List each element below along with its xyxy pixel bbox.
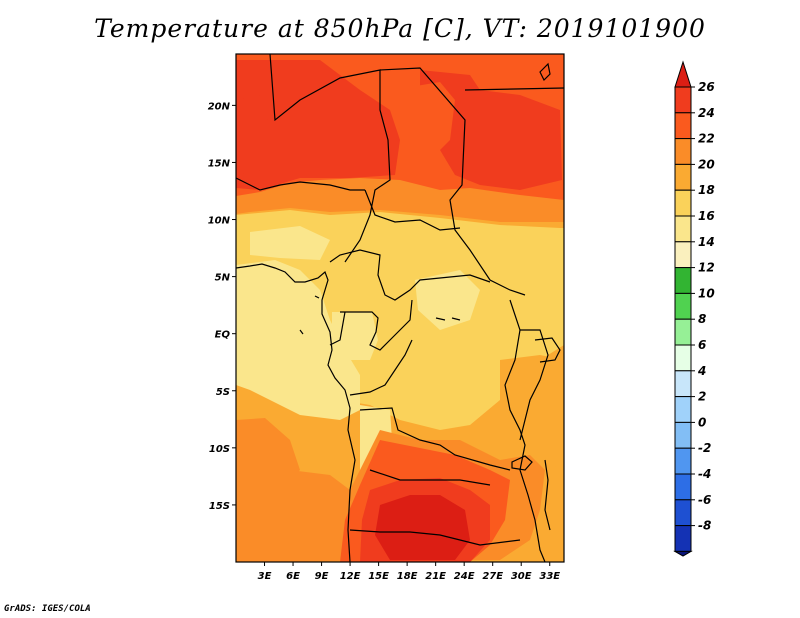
- colorbar-box: [674, 525, 692, 552]
- y-tick-label: 10N: [208, 216, 231, 227]
- country-borders: [236, 54, 564, 562]
- colorbar-label: 4: [697, 364, 706, 378]
- field-north-24-gap: [392, 82, 455, 160]
- y-axis: 20N 15N 10N 5N EQ 5S 10S 15S: [208, 101, 236, 512]
- y-tick-label: 15S: [209, 501, 230, 512]
- y-tick-label: 5S: [216, 387, 230, 398]
- field-east-africa-20: [500, 355, 564, 470]
- x-tick-label: 27E: [482, 571, 503, 582]
- colorbar-box: [674, 163, 692, 191]
- field-congo-16: [415, 270, 480, 330]
- y-tick-label: EQ: [215, 330, 231, 341]
- x-tick-label: 30E: [511, 571, 532, 582]
- colorbar-box: [674, 215, 692, 243]
- field-cameroon-16: [332, 312, 378, 360]
- colorbar-box: [674, 189, 692, 217]
- x-tick-label: 12E: [340, 571, 361, 582]
- x-tick-label: 9E: [315, 571, 329, 582]
- map-frame: [235, 53, 565, 563]
- colorbar-box: [674, 344, 692, 372]
- colorbar-box: [674, 447, 692, 475]
- colorbar-label: 0: [698, 415, 706, 429]
- colorbar-label: 10: [698, 286, 715, 300]
- colorbar-label: -6: [698, 493, 711, 507]
- x-axis: 3E 6E 9E 12E 15E 18E 21E 24E 27E 30E 33E: [258, 562, 560, 582]
- colorbar-box: [674, 370, 692, 398]
- x-tick-label: 33E: [539, 571, 560, 582]
- colorbar-label: 16: [698, 209, 715, 223]
- colorbar-label: 24: [698, 106, 715, 120]
- field-atlantic-16: [236, 260, 360, 420]
- chart-title: Temperature at 850hPa [C], VT: 201910190…: [94, 14, 706, 43]
- y-tick-label: 10S: [209, 444, 230, 455]
- colorbar-label: 20: [698, 157, 715, 171]
- colorbar-label: -2: [698, 441, 711, 455]
- colorbar-box: [674, 292, 692, 320]
- field-sw-atlantic-22: [236, 418, 300, 490]
- colorbar-label: 2: [698, 390, 706, 404]
- colorbar-box: [674, 86, 692, 114]
- colorbar-label: 6: [698, 338, 706, 352]
- colorbar-label: 18: [698, 183, 715, 197]
- colorbar-label: 22: [698, 132, 715, 146]
- colorbar-box: [674, 421, 692, 449]
- y-tick-label: 20N: [208, 101, 231, 112]
- colorbar-label: 14: [698, 235, 715, 249]
- colorbar-box: [674, 112, 692, 140]
- colorbar-label: 8: [698, 312, 706, 326]
- colorbar-box: [674, 473, 692, 501]
- field-gulf-16: [250, 226, 330, 260]
- x-tick-label: 24E: [454, 571, 475, 582]
- colorbar-top-arrow: [674, 60, 692, 88]
- temperature-field: [236, 54, 564, 562]
- colorbar-box: [674, 499, 692, 527]
- field-kalahari-28: [375, 495, 470, 560]
- colorbar-box: [674, 396, 692, 423]
- colorbar-bottom-arrow: [673, 550, 693, 557]
- grads-credit: GrADS: IGES/COLA: [4, 604, 91, 614]
- field-far-west-26: [236, 95, 270, 175]
- y-tick-label: 5N: [215, 273, 231, 284]
- colorbar-box: [674, 267, 692, 294]
- y-tick-label: 15N: [208, 158, 231, 169]
- field-sahara-east-26: [420, 70, 562, 190]
- x-tick-label: 15E: [368, 571, 389, 582]
- x-tick-label: 3E: [258, 571, 272, 582]
- colorbar-label: 12: [698, 261, 715, 275]
- x-tick-label: 18E: [397, 571, 418, 582]
- colorbar-label: -4: [698, 467, 711, 481]
- x-tick-label: 6E: [286, 571, 300, 582]
- colorbar-label: -8: [698, 519, 711, 533]
- colorbar-label: 26: [698, 80, 715, 94]
- colorbar-box: [674, 138, 692, 165]
- colorbar-box: [674, 318, 692, 346]
- colorbar-box: [674, 241, 692, 269]
- x-tick-label: 21E: [425, 571, 446, 582]
- field-sahara-west-26: [236, 60, 400, 190]
